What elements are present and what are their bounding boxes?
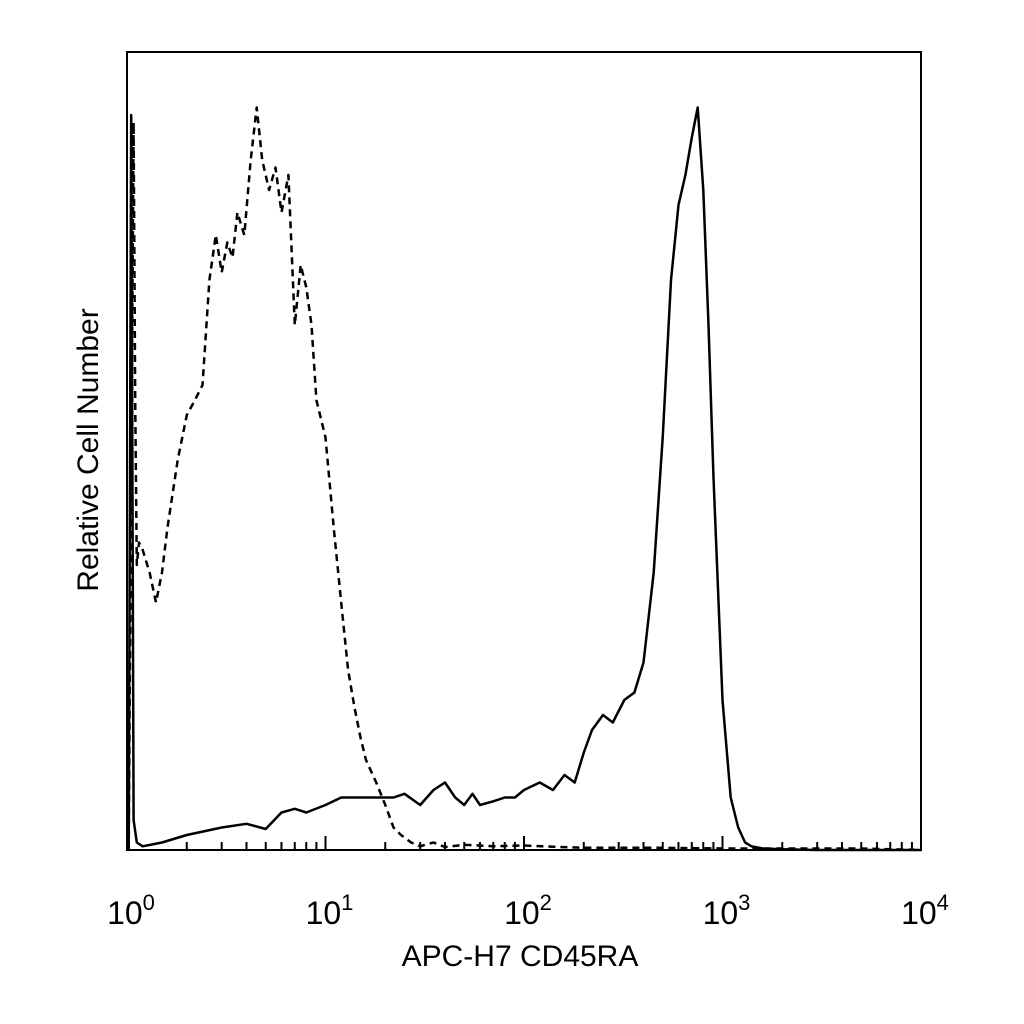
x-tick-label: 103	[703, 890, 751, 931]
isotype-control-line	[127, 106, 922, 852]
x-tick-label: 100	[107, 890, 155, 931]
series-group	[127, 106, 922, 852]
x-tick-label: 101	[306, 890, 354, 931]
x-axis-label: APC-H7 CD45RA	[402, 940, 639, 973]
plot-frame	[126, 51, 922, 851]
x-tick-labels: 100 101 102 103 104	[107, 890, 949, 931]
x-tick-label: 102	[504, 890, 552, 931]
cd45ra-stained-line	[127, 106, 921, 852]
y-axis-label: Relative Cell Number	[72, 308, 105, 591]
x-tick-label: 104	[901, 890, 949, 931]
